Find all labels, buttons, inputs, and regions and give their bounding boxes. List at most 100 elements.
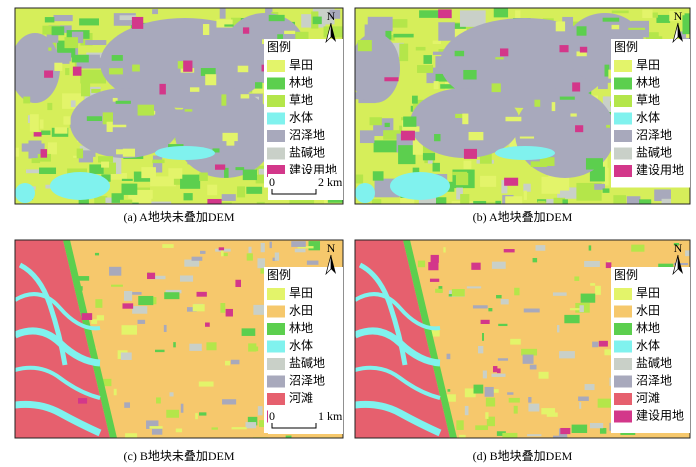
water [390, 172, 450, 200]
parcel [48, 47, 52, 51]
parcel [211, 427, 218, 430]
parcel [180, 174, 201, 189]
parcel [656, 14, 671, 23]
parcel [165, 289, 182, 294]
parcel [29, 114, 39, 132]
built [463, 148, 477, 159]
parcel [485, 397, 496, 407]
parcel [137, 104, 154, 116]
parcel [654, 189, 672, 202]
parcel [192, 304, 205, 312]
built [503, 249, 515, 253]
parcel [168, 168, 183, 179]
scale-bar [271, 423, 317, 429]
north-label: N [327, 9, 336, 23]
parcel [156, 397, 161, 404]
built [122, 303, 134, 309]
parcel [102, 112, 114, 125]
parcel [367, 16, 393, 32]
parcel [253, 304, 265, 315]
parcel [383, 130, 401, 140]
parcel [532, 257, 538, 263]
parcel [71, 54, 89, 63]
parcel [169, 392, 174, 397]
parcel [371, 199, 382, 204]
parcel [26, 169, 49, 174]
parcel [39, 119, 44, 129]
parcel [297, 246, 314, 249]
scale-end: 2 km [318, 175, 343, 189]
legend-label: 盐碱地 [636, 145, 672, 159]
parcel [500, 299, 509, 305]
parcel [599, 428, 607, 434]
parcel [221, 94, 227, 106]
parcel [21, 143, 45, 152]
legend-title: 图例 [614, 40, 638, 54]
parcel [121, 325, 137, 335]
legend-swatch [614, 340, 632, 353]
parcel [41, 130, 51, 135]
parcel [220, 303, 226, 313]
parcel [183, 193, 193, 201]
parcel [553, 197, 566, 204]
parcel [578, 396, 589, 401]
parcel [101, 174, 111, 182]
parcel [430, 197, 447, 204]
parcel [265, 8, 273, 18]
water [15, 183, 35, 203]
parcel [432, 40, 442, 45]
parcel [285, 435, 292, 438]
legend-swatch [614, 323, 632, 335]
river [358, 262, 408, 366]
parcel [576, 51, 587, 57]
legend-swatch [267, 130, 285, 142]
built [242, 27, 250, 34]
built [598, 340, 608, 347]
parcel [85, 40, 107, 46]
parcel [411, 95, 418, 104]
parcel [415, 46, 426, 51]
legend-label: 旱田 [636, 58, 660, 72]
parcel [658, 263, 674, 270]
parcel [44, 17, 55, 23]
parcel [463, 160, 472, 169]
parcel [458, 434, 466, 438]
parcel [604, 349, 615, 356]
parcel [76, 148, 84, 159]
parcel [173, 342, 176, 348]
legend-label: 盐碱地 [289, 356, 325, 370]
parcel [37, 153, 51, 162]
parcel [23, 96, 31, 104]
parcel [687, 437, 690, 438]
parcel [626, 196, 641, 204]
parcel [137, 319, 146, 324]
parcel [164, 292, 180, 300]
parcel [459, 10, 486, 27]
parcel [519, 136, 535, 139]
scale-box [268, 408, 343, 434]
parcel [597, 79, 608, 90]
parcel [541, 176, 561, 194]
parcel [150, 275, 166, 280]
parcel [152, 155, 163, 173]
north-arrow [672, 254, 679, 276]
north-arrow [325, 254, 332, 276]
parcel [684, 13, 690, 21]
water [355, 183, 375, 203]
parcel [80, 69, 107, 84]
parcel [428, 329, 440, 337]
legend-label: 水体 [636, 110, 660, 124]
parcel [522, 354, 534, 364]
parcel [220, 248, 224, 257]
legend-swatch [614, 77, 632, 90]
parcel [574, 276, 580, 281]
parcel [257, 406, 263, 416]
parcel [443, 247, 446, 253]
parcel [141, 167, 156, 179]
parcel [274, 252, 280, 261]
legend-title: 图例 [267, 40, 291, 54]
parcel [481, 202, 501, 204]
built [78, 398, 88, 404]
legend-swatch [614, 165, 632, 177]
legend-swatch [267, 60, 285, 72]
